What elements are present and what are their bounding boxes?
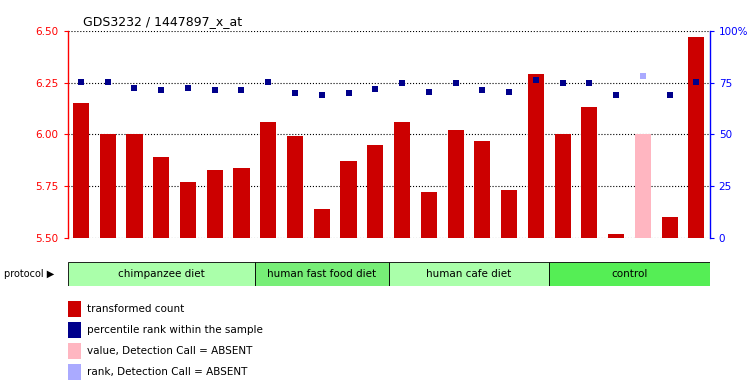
Bar bbox=[394, 122, 410, 238]
Bar bbox=[501, 190, 517, 238]
Text: protocol ▶: protocol ▶ bbox=[4, 268, 54, 279]
Bar bbox=[180, 182, 196, 238]
Bar bbox=[528, 74, 544, 238]
Bar bbox=[475, 141, 490, 238]
Text: human cafe diet: human cafe diet bbox=[427, 268, 511, 279]
Bar bbox=[389, 262, 549, 286]
Bar bbox=[688, 37, 704, 238]
Text: rank, Detection Call = ABSENT: rank, Detection Call = ABSENT bbox=[87, 367, 248, 377]
Bar bbox=[367, 145, 383, 238]
Text: percentile rank within the sample: percentile rank within the sample bbox=[87, 325, 263, 335]
Bar bbox=[126, 134, 143, 238]
Bar bbox=[153, 157, 169, 238]
Bar bbox=[287, 136, 303, 238]
Bar bbox=[554, 134, 571, 238]
Bar bbox=[234, 167, 249, 238]
Bar bbox=[207, 170, 223, 238]
Text: transformed count: transformed count bbox=[87, 304, 184, 314]
Bar bbox=[635, 134, 651, 238]
Bar bbox=[100, 134, 116, 238]
Bar bbox=[581, 108, 597, 238]
Bar bbox=[73, 103, 89, 238]
Bar bbox=[68, 262, 255, 286]
Bar bbox=[340, 161, 357, 238]
Text: value, Detection Call = ABSENT: value, Detection Call = ABSENT bbox=[87, 346, 252, 356]
Bar bbox=[662, 217, 677, 238]
Text: control: control bbox=[611, 268, 647, 279]
Bar bbox=[261, 122, 276, 238]
Text: chimpanzee diet: chimpanzee diet bbox=[118, 268, 204, 279]
Bar bbox=[421, 192, 437, 238]
Bar bbox=[608, 234, 624, 238]
Text: human fast food diet: human fast food diet bbox=[267, 268, 376, 279]
Text: GDS3232 / 1447897_x_at: GDS3232 / 1447897_x_at bbox=[83, 15, 242, 28]
Bar bbox=[448, 130, 463, 238]
Bar bbox=[255, 262, 389, 286]
Bar bbox=[549, 262, 710, 286]
Bar bbox=[314, 209, 330, 238]
